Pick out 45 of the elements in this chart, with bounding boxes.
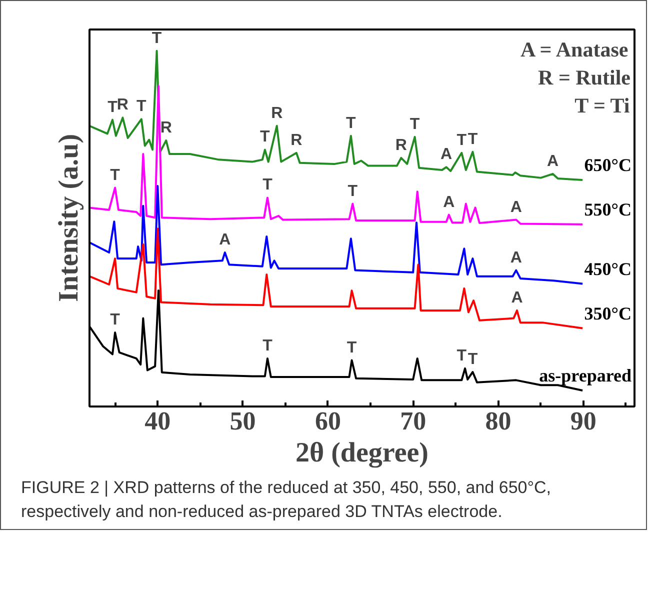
- annotation: A = Anatase: [520, 38, 628, 62]
- annotation: T: [348, 182, 358, 200]
- x-tick-label: 50: [230, 406, 256, 436]
- annotation: T: [468, 351, 478, 368]
- annotation: T: [110, 166, 120, 184]
- annotation: T = Ti: [574, 94, 630, 118]
- annotation: A: [443, 194, 456, 211]
- series-label: 350°C: [584, 303, 632, 324]
- x-tick-label: 60: [314, 406, 341, 436]
- annotation: T: [456, 347, 467, 364]
- annotation: A: [440, 146, 453, 164]
- annotation: R: [116, 96, 129, 114]
- x-tick-label: 70: [400, 406, 426, 436]
- x-tick-label: 90: [570, 406, 596, 436]
- annotation: T: [136, 98, 147, 116]
- annotation: A: [546, 152, 559, 170]
- annotation: A: [511, 289, 524, 306]
- annotation: R: [290, 132, 303, 149]
- annotation: T: [260, 128, 270, 146]
- annotation: R: [271, 104, 284, 122]
- series-label: 650°C: [584, 154, 632, 175]
- annotation: A: [510, 249, 522, 266]
- annotation: R = Rutile: [538, 66, 631, 90]
- series-label: 550°C: [584, 199, 632, 220]
- annotation: R: [160, 119, 172, 136]
- series-label: as-prepared: [539, 365, 632, 386]
- annotation: T: [110, 312, 120, 329]
- x-tick-label: 40: [144, 406, 171, 436]
- x-axis-title: 2θ (degree): [295, 438, 429, 468]
- annotation: T: [108, 98, 118, 116]
- annotation: A: [510, 198, 522, 216]
- annotation: R: [395, 136, 408, 154]
- annotation: T: [456, 132, 467, 149]
- caption: FIGURE 2 | XRD patterns of the reduced at 350, 450, 550, and 650°C, respectively and non-reduced as-prepared 3D TNTAs electrode.: [21, 477, 552, 523]
- annotation: T: [152, 30, 162, 47]
- annotation: T: [262, 337, 273, 354]
- annotation: T: [410, 116, 420, 133]
- y-axis-title: Intensity (a.u): [54, 134, 84, 302]
- annotation: T: [262, 176, 273, 194]
- annotation: T: [346, 114, 356, 132]
- annotation: A: [219, 232, 232, 248]
- series-label: 450°C: [584, 258, 632, 279]
- x-tick-label: 80: [485, 406, 512, 436]
- annotation: T: [468, 130, 478, 148]
- annotation: T: [346, 339, 357, 356]
